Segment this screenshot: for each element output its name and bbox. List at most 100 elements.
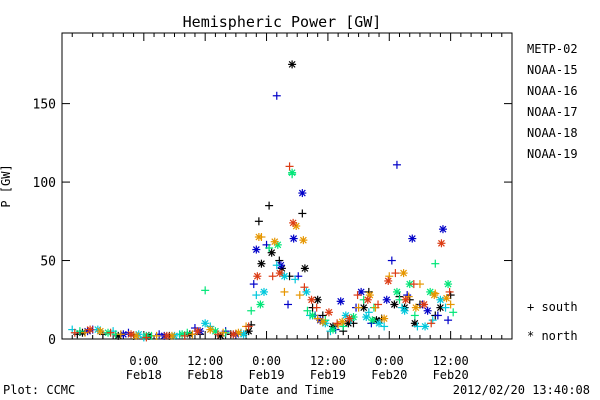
marker-stroke [443,294,450,302]
marker-stroke [309,312,316,319]
data-point-north [411,303,420,312]
x-tick-label-date: Feb20 [371,368,407,382]
marker-stroke [255,233,263,241]
marker-stroke [211,327,219,335]
marker-stroke [362,313,370,321]
marker-stroke [408,235,416,242]
x-axis-label: Date and Time [240,383,334,397]
data-point-north [289,234,298,243]
marker-stroke [439,225,447,233]
data-point-north [384,276,393,285]
data-point-north [438,225,447,234]
marker-stroke [357,288,365,296]
data-point-north [399,269,408,278]
data-point-south [392,160,401,169]
data-point-south [431,259,440,268]
marker-stroke [406,280,414,288]
marker-stroke [194,327,201,335]
marker-stroke [345,315,353,323]
data-point-south [374,300,383,309]
data-point-north [338,317,347,326]
data-point-south [142,333,151,342]
data-point-south [280,287,289,296]
marker-stroke [412,304,420,312]
marker-stroke [256,301,264,308]
marker-stroke [298,189,306,197]
data-point-south [106,328,115,337]
marker-stroke [444,280,452,288]
data-points [68,60,458,342]
data-point-north [206,325,215,334]
data-point-north [96,327,105,336]
data-point-south [285,162,294,171]
x-tick-label-time: 0:00 [129,354,158,368]
plot-frame [61,32,513,340]
marker-stroke [252,246,260,253]
marker-stroke [303,288,310,296]
marker-stroke [163,332,171,340]
data-point-north [442,294,451,303]
data-point-south [391,269,400,278]
marker-stroke [420,301,428,308]
data-point-north [345,314,354,323]
marker-stroke [319,318,327,326]
marker-stroke [292,222,300,230]
x-tick-label-time: 0:00 [252,354,281,368]
marker-stroke [271,238,279,246]
data-point-south [433,311,442,320]
marker-stroke [308,296,315,304]
marker-stroke [329,326,337,334]
data-point-south [180,331,189,340]
legend: METP-02 NOAA-15 NOAA-16 NOAA-17 NOAA-18 NOAA-… [527,42,578,161]
data-point-north [86,325,95,334]
marker-stroke [411,319,419,327]
data-point-north [256,300,265,309]
marker-stroke [390,301,398,308]
x-tick-label-date: Feb19 [310,368,346,382]
marker-stroke [201,319,209,327]
data-point-south [272,91,281,100]
data-point-south [247,306,256,315]
data-point-north [288,168,297,177]
data-point-north [318,317,327,326]
data-point-south [449,308,458,317]
y-axis: 0 50 100 150 [33,98,512,348]
data-point-south [409,280,418,289]
legend-entry: NOAA-15 [527,63,578,77]
data-point-south [444,316,453,325]
x-tick-label-time: 12:00 [310,354,346,368]
marker-stroke [383,296,391,304]
data-point-north [329,325,338,334]
x-tick-label-date: Feb18 [187,368,223,382]
marker-stroke [240,330,247,338]
data-point-south [268,272,277,281]
data-point-north [382,295,391,304]
marker-stroke [325,308,333,316]
y-axis-label: P [GW] [0,164,13,207]
data-point-south [298,209,307,218]
marker-stroke [360,304,368,312]
data-point-north [252,245,261,254]
data-point-south [116,330,125,339]
data-point-south [252,291,261,300]
data-point-north [299,236,308,245]
marker-stroke [436,304,444,312]
data-point-south [244,322,253,331]
marker-stroke [290,235,298,242]
data-point-north [257,259,266,268]
marker-stroke [342,312,350,319]
data-point-south [385,272,394,281]
data-point-north [259,287,268,296]
data-point-north [229,330,238,339]
data-point-south [75,327,84,336]
data-point-north [437,239,446,248]
data-point-south [387,256,396,265]
data-point-north [280,272,289,281]
marker-stroke [368,316,376,324]
data-point-south [249,280,258,289]
marker-stroke [288,60,296,68]
data-point-south [291,275,300,284]
marker-stroke [400,269,408,277]
footer-timestamp: 2012/02/20 13:40:08 [453,383,590,397]
data-point-north [276,261,285,270]
